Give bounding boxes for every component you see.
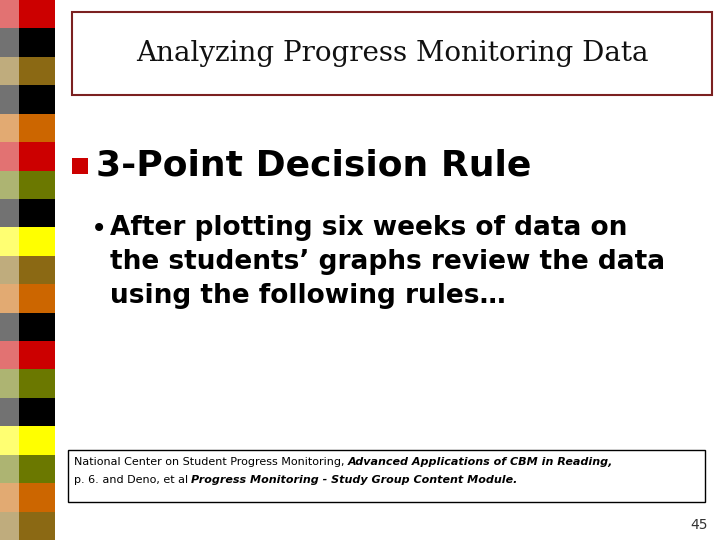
Bar: [0, 227, 55, 256]
Text: •: •: [91, 215, 107, 243]
Bar: [0, 398, 55, 426]
Text: Analyzing Progress Monitoring Data: Analyzing Progress Monitoring Data: [136, 40, 648, 67]
Text: Advanced Applications of CBM in Reading,: Advanced Applications of CBM in Reading,: [348, 457, 613, 467]
Bar: [0, 483, 55, 511]
Text: After plotting six weeks of data on: After plotting six weeks of data on: [110, 215, 627, 241]
Text: Progress Monitoring - Study Group Content Module.: Progress Monitoring - Study Group Conten…: [192, 475, 518, 485]
Bar: [0, 256, 55, 284]
Bar: [0, 142, 55, 171]
Text: and Deno, et al: and Deno, et al: [99, 475, 192, 485]
Text: 45: 45: [690, 518, 708, 532]
Bar: [0, 114, 55, 142]
Bar: [0, 313, 55, 341]
Bar: [0, 199, 55, 227]
Text: 3-Point Decision Rule: 3-Point Decision Rule: [96, 149, 531, 183]
Bar: [0, 0, 19, 540]
Text: the students’ graphs review the data: the students’ graphs review the data: [110, 249, 665, 275]
Bar: [0, 29, 55, 57]
Bar: [0, 511, 55, 540]
Bar: [0, 171, 55, 199]
Text: p. 6.: p. 6.: [74, 475, 99, 485]
Bar: [0, 341, 55, 369]
Bar: [72, 158, 88, 174]
Bar: [68, 450, 705, 502]
Bar: [0, 57, 55, 85]
Bar: [0, 0, 55, 29]
Bar: [0, 426, 55, 455]
Text: National Center on Student Progress Monitoring,: National Center on Student Progress Moni…: [74, 457, 348, 467]
Bar: [72, 12, 712, 95]
Bar: [0, 369, 55, 398]
Bar: [0, 85, 55, 114]
Bar: [0, 455, 55, 483]
Bar: [0, 284, 55, 313]
Text: using the following rules…: using the following rules…: [110, 283, 506, 309]
